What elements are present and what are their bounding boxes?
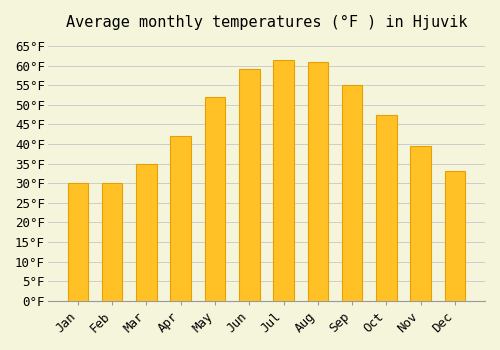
Bar — [273, 60, 294, 301]
Bar — [170, 136, 191, 301]
Bar — [444, 172, 465, 301]
Bar — [68, 183, 88, 301]
Bar — [308, 62, 328, 301]
Bar — [239, 70, 260, 301]
Bar — [342, 85, 362, 301]
Bar — [136, 163, 156, 301]
Bar — [204, 97, 226, 301]
Bar — [410, 146, 431, 301]
Title: Average monthly temperatures (°F ) in Hjuvik: Average monthly temperatures (°F ) in Hj… — [66, 15, 467, 30]
Bar — [102, 183, 122, 301]
Bar — [376, 114, 396, 301]
